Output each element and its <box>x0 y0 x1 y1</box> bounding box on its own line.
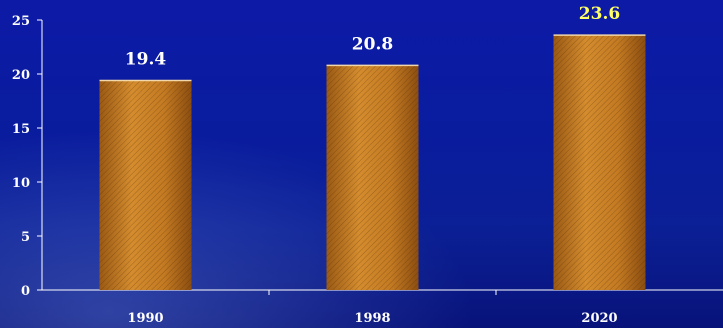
bar-data-label: 23.6 <box>579 4 620 24</box>
bar-texture <box>553 35 646 291</box>
bars <box>99 34 646 291</box>
x-tick-label: 2020 <box>581 311 617 326</box>
x-tick-label: 1990 <box>127 311 163 326</box>
labels: 19.4 1990 20.8 1998 23.6 2020 <box>125 4 620 326</box>
bar-texture <box>326 65 419 290</box>
y-tick-label: 20 <box>12 68 30 83</box>
y-tick-label: 10 <box>12 176 30 191</box>
bar-data-label: 19.4 <box>125 49 167 69</box>
y-tick-label: 0 <box>21 284 30 299</box>
y-tick-label: 5 <box>21 230 30 245</box>
x-tick-label: 1998 <box>354 311 390 326</box>
bar-data-label: 20.8 <box>352 34 393 54</box>
y-tick-label: 15 <box>12 122 30 137</box>
bar-texture <box>99 80 192 290</box>
y-tick-label: 25 <box>12 14 30 29</box>
